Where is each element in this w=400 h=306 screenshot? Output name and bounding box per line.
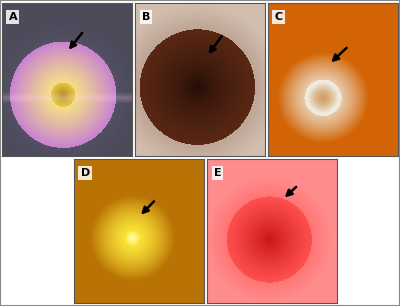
Text: E: E <box>214 168 221 178</box>
Text: D: D <box>80 168 90 178</box>
Text: B: B <box>142 12 150 22</box>
Text: A: A <box>8 12 17 22</box>
Text: C: C <box>274 12 283 22</box>
